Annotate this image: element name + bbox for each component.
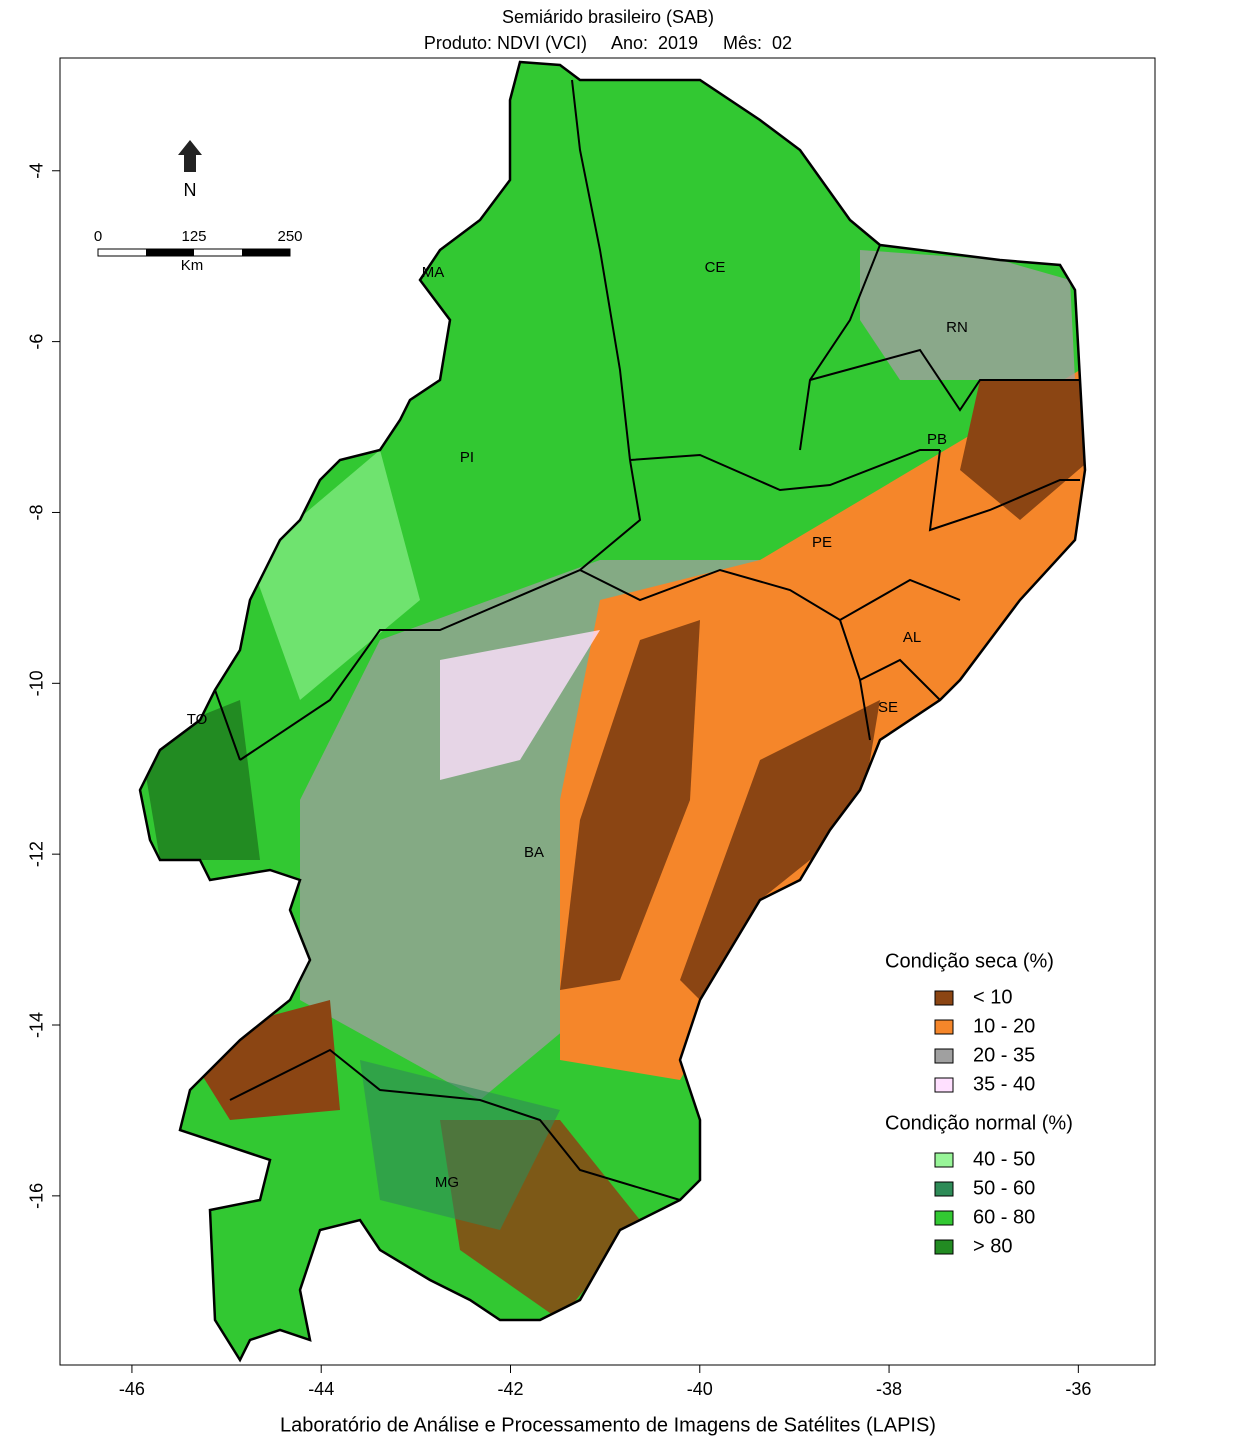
raster-zone	[560, 620, 700, 990]
state-label: AL	[903, 629, 921, 646]
state-border	[839, 619, 941, 701]
state-border	[579, 568, 961, 622]
legend-swatch	[934, 1239, 954, 1255]
state-label: SE	[878, 699, 898, 716]
state-border	[928, 449, 1080, 532]
legend-swatch	[934, 1019, 954, 1035]
scale-unit: Km	[181, 257, 204, 274]
legend-swatch	[934, 1181, 954, 1197]
state-label: TO	[187, 711, 208, 728]
north-arrow: N	[178, 140, 202, 200]
legend-label: 40 - 50	[973, 1148, 1035, 1170]
legend-label: 60 - 80	[973, 1206, 1035, 1228]
region-outline	[138, 60, 1087, 1363]
legend-label: 10 - 20	[973, 1015, 1035, 1037]
y-tick-label: -14	[27, 1012, 47, 1038]
state-border	[799, 244, 881, 451]
legend-label: 20 - 35	[973, 1044, 1035, 1066]
x-tick-label: -44	[308, 1379, 334, 1399]
state-label: BA	[524, 844, 544, 861]
raster-zone	[560, 370, 1085, 1080]
legend-swatch	[934, 1210, 954, 1226]
map-frame	[59, 57, 1156, 1366]
scale-segment	[146, 249, 194, 256]
state-label: RN	[946, 319, 968, 336]
raster-zone	[250, 450, 420, 700]
raster-zone	[440, 630, 600, 780]
legend-title: Condição normal (%)	[885, 1112, 1073, 1134]
legend-swatch	[934, 990, 954, 1006]
legend-swatch	[934, 1048, 954, 1064]
state-label: CE	[705, 259, 726, 276]
state-border	[229, 1048, 681, 1201]
y-tick-label: -8	[27, 504, 47, 520]
y-tick-label: -6	[27, 334, 47, 350]
raster-zone	[960, 380, 1085, 520]
title: Semiárido brasileiro (SAB)	[502, 7, 714, 27]
legend-label: 50 - 60	[973, 1177, 1035, 1199]
footer: Laboratório de Análise e Processamento d…	[280, 1414, 936, 1436]
x-tick-label: -46	[119, 1379, 145, 1399]
legend-swatch	[934, 1077, 954, 1093]
legend-label: 35 - 40	[973, 1073, 1035, 1095]
state-label: PI	[460, 449, 474, 466]
state-border	[859, 679, 871, 741]
state-border	[809, 348, 1080, 412]
scale-segment	[242, 249, 290, 256]
state-border	[629, 449, 940, 492]
legend-title: Condição seca (%)	[885, 950, 1054, 972]
raster-zone	[860, 250, 1075, 380]
north-arrow-icon	[178, 140, 202, 172]
x-tick-label: -38	[876, 1379, 902, 1399]
state-label: PB	[927, 431, 947, 448]
state-borders	[214, 79, 1080, 1201]
state-border	[571, 79, 631, 461]
state-label: MA	[422, 264, 445, 281]
scale-label: 125	[181, 228, 206, 245]
state-border	[214, 689, 241, 761]
x-tick-label: -36	[1065, 1379, 1091, 1399]
x-tick-label: -42	[497, 1379, 523, 1399]
subtitle: Produto: NDVI (VCI) Ano: 2019 Mês: 02	[424, 33, 792, 53]
raster-zone	[680, 700, 880, 1000]
legend-label: > 80	[973, 1235, 1012, 1257]
legend-swatch	[934, 1152, 954, 1168]
raster-zone	[360, 1060, 560, 1230]
y-tick-label: -4	[27, 163, 47, 179]
scale-label: 0	[94, 228, 102, 245]
legend-label: < 10	[973, 986, 1012, 1008]
y-tick-label: -16	[27, 1183, 47, 1209]
north-label: N	[184, 180, 197, 200]
scale-bar: 0 125 250 Km	[94, 228, 303, 274]
scale-label: 250	[277, 228, 302, 245]
x-tick-label: -40	[687, 1379, 713, 1399]
y-tick-label: -12	[27, 841, 47, 867]
state-label: MG	[435, 1174, 459, 1191]
y-tick-label: -10	[27, 670, 47, 696]
state-label: PE	[812, 534, 832, 551]
state-border	[239, 459, 642, 761]
